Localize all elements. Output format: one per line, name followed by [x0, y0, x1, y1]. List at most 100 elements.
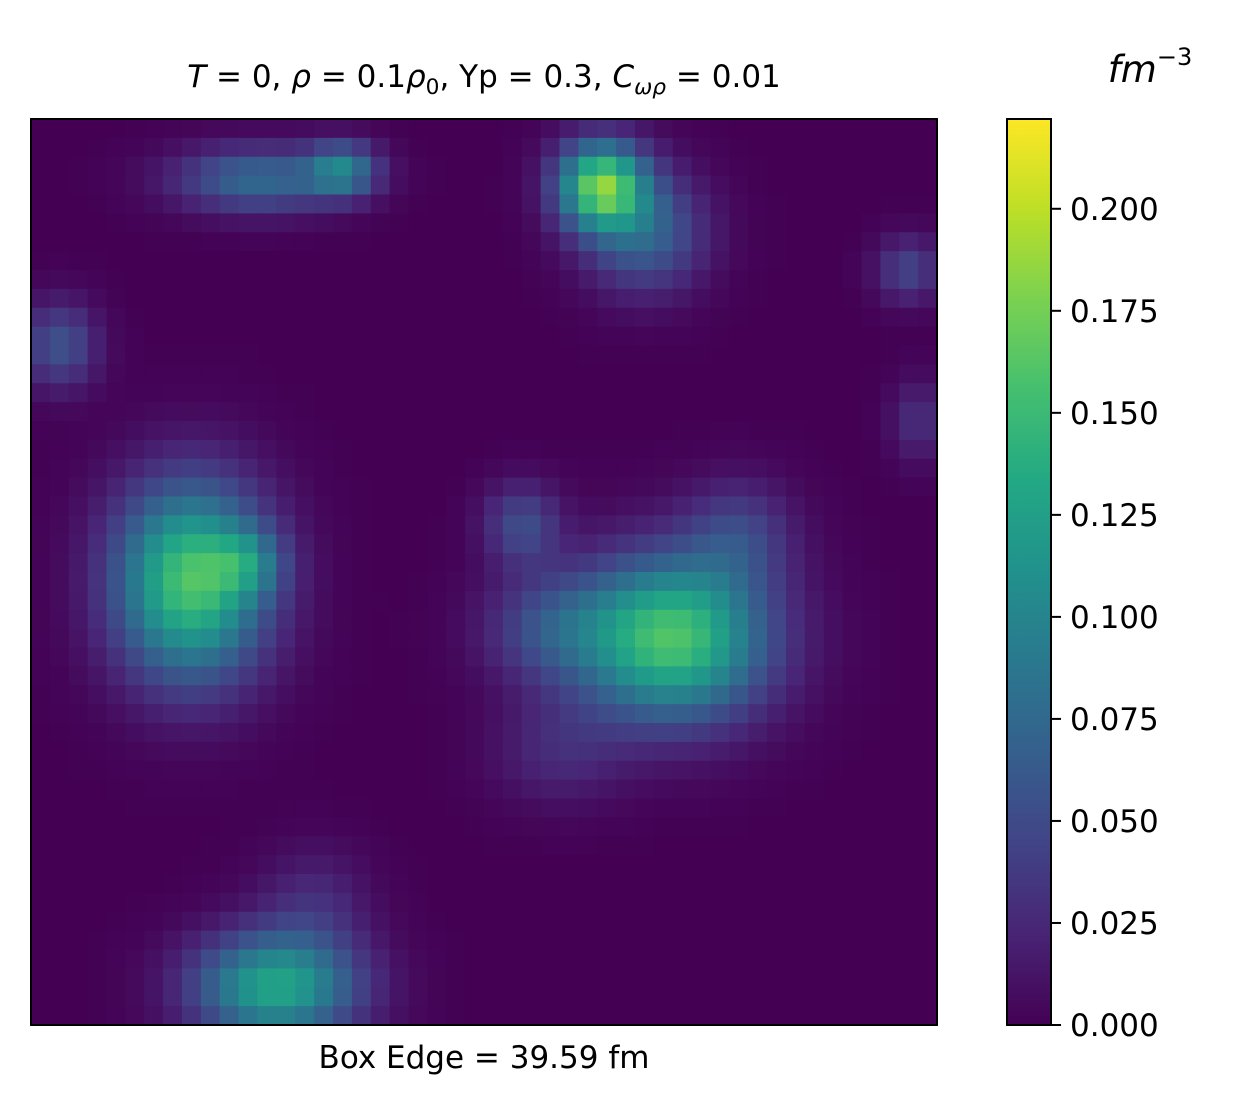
heatmap-cell	[200, 572, 221, 592]
heatmap-cell	[502, 534, 523, 554]
heatmap-cell	[729, 855, 749, 875]
heatmap-cell	[502, 553, 523, 573]
heatmap-cell	[578, 515, 598, 535]
heatmap-cell	[729, 213, 749, 233]
heatmap-cell	[295, 968, 315, 988]
heatmap-cell	[370, 402, 391, 422]
heatmap-cell	[880, 779, 900, 800]
heatmap-cell	[163, 987, 183, 1007]
heatmap-cell	[729, 515, 749, 535]
heatmap-cell	[842, 477, 863, 498]
heatmap-cell	[672, 307, 693, 328]
heatmap-cell	[87, 685, 108, 705]
heatmap-cell	[238, 647, 259, 667]
heatmap-cell	[521, 534, 542, 554]
heatmap-cell	[748, 685, 768, 705]
heatmap-cell	[333, 987, 353, 1007]
heatmap-cell	[521, 609, 542, 630]
heatmap-cell	[729, 798, 749, 818]
colorbar-tick-label: 0.025	[1070, 906, 1159, 942]
heatmap-cell	[672, 458, 693, 479]
heatmap-cell	[87, 760, 108, 781]
heatmap-cell	[87, 156, 108, 177]
heatmap-cell	[31, 987, 51, 1007]
heatmap-cell	[521, 213, 542, 233]
heatmap-cell	[182, 364, 202, 384]
heatmap-cell	[540, 949, 561, 969]
heatmap-cell	[68, 666, 89, 686]
heatmap-cell	[786, 458, 806, 479]
heatmap-cell	[616, 572, 636, 592]
heatmap-cell	[314, 817, 334, 837]
heatmap-cell	[823, 326, 844, 347]
heatmap-cell	[276, 421, 296, 441]
heatmap-cell	[238, 119, 259, 139]
heatmap-cell	[106, 930, 126, 951]
heatmap-cell	[446, 930, 466, 951]
heatmap-cell	[125, 892, 145, 913]
heatmap-cell	[767, 553, 787, 573]
heatmap-cell	[144, 307, 164, 328]
heatmap-cell	[861, 534, 881, 554]
heatmap-cell	[200, 232, 221, 252]
heatmap-cell	[635, 156, 655, 177]
heatmap-cell	[842, 760, 863, 781]
heatmap-cell	[484, 949, 504, 969]
heatmap-cell	[842, 647, 863, 667]
heatmap-cell	[370, 855, 391, 875]
heatmap-cell	[559, 666, 579, 686]
heatmap-cell	[31, 402, 51, 422]
heatmap-cell	[502, 156, 523, 177]
heatmap-cell	[389, 156, 410, 177]
heatmap-cell	[842, 987, 863, 1007]
heatmap-cell	[314, 572, 334, 592]
heatmap-cell	[68, 817, 89, 837]
heatmap-cell	[351, 647, 372, 667]
heatmap-cell	[672, 836, 693, 856]
heatmap-cell	[540, 534, 561, 554]
heatmap-cell	[295, 288, 315, 309]
heatmap-cell	[823, 779, 844, 800]
heatmap-cell	[880, 175, 900, 196]
heatmap-cell	[578, 251, 598, 271]
heatmap-cell	[804, 779, 825, 800]
heatmap-cell	[842, 798, 863, 818]
heatmap-cell	[333, 628, 353, 649]
heatmap-cell	[484, 402, 504, 422]
heatmap-cell	[672, 723, 693, 743]
heatmap-cell	[238, 930, 259, 951]
heatmap-cell	[502, 119, 523, 139]
heatmap-cell	[182, 213, 202, 233]
heatmap-cell	[616, 609, 636, 630]
heatmap-cell	[710, 949, 730, 969]
heatmap-cell	[804, 798, 825, 818]
heatmap-cell	[672, 364, 693, 384]
heatmap-cell	[106, 421, 126, 441]
heatmap-cell	[257, 911, 277, 932]
heatmap-cell	[710, 798, 730, 818]
heatmap-cell	[918, 326, 938, 347]
heatmap-cell	[106, 288, 126, 309]
heatmap-cell	[559, 383, 579, 403]
heatmap-cell	[653, 590, 674, 611]
heatmap-cell	[465, 760, 485, 781]
heatmap-cell	[540, 553, 561, 573]
heatmap-cell	[635, 402, 655, 422]
heatmap-cell	[257, 364, 277, 384]
heatmap-cell	[389, 741, 410, 762]
heatmap-cell	[351, 779, 372, 800]
heatmap-cell	[653, 741, 674, 762]
heatmap-cell	[408, 439, 428, 460]
heatmap-cell	[918, 968, 938, 988]
heatmap-cell	[182, 760, 202, 781]
heatmap-cell	[389, 515, 410, 535]
heatmap-cell	[370, 458, 391, 479]
heatmap-cell	[616, 232, 636, 252]
heatmap-cell	[200, 402, 221, 422]
heatmap-cell	[333, 817, 353, 837]
heatmap-cell	[219, 270, 240, 290]
heatmap-cell	[276, 402, 296, 422]
heatmap-cell	[653, 1006, 674, 1026]
heatmap-cell	[238, 590, 259, 611]
heatmap-cell	[616, 458, 636, 479]
